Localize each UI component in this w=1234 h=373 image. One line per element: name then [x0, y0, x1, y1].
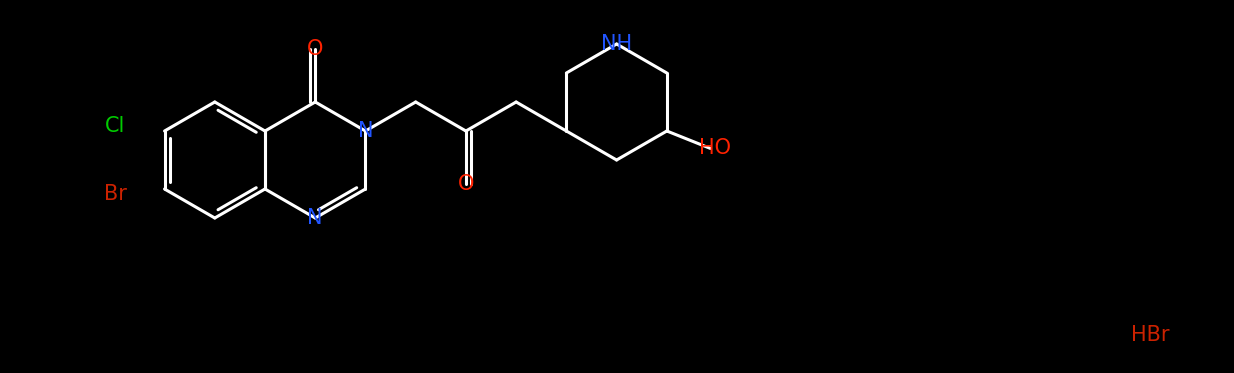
- Text: HBr: HBr: [1130, 325, 1170, 345]
- Text: N: N: [358, 121, 373, 141]
- Text: HO: HO: [700, 138, 732, 159]
- Text: NH: NH: [601, 34, 632, 54]
- Text: O: O: [458, 174, 474, 194]
- Text: O: O: [307, 39, 323, 59]
- Text: Cl: Cl: [105, 116, 126, 137]
- Text: N: N: [307, 208, 323, 228]
- Text: Br: Br: [104, 184, 127, 204]
